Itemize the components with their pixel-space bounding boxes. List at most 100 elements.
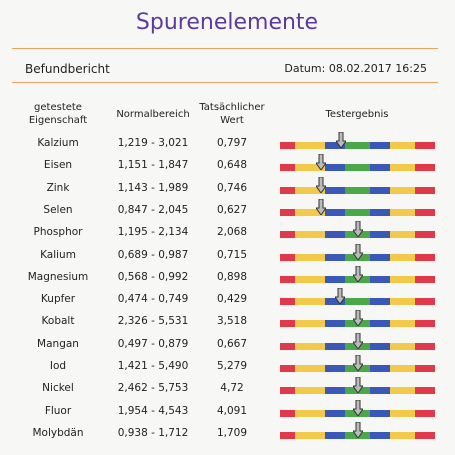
- bar-segment: [295, 275, 325, 283]
- bar-segment: [370, 253, 390, 261]
- bar-segment: [390, 409, 415, 417]
- column-header: getestete: [34, 102, 82, 113]
- table-cell: 0,898: [216, 270, 248, 283]
- table-cell: Nickel: [42, 382, 74, 395]
- bar-segment: [325, 365, 345, 372]
- table-cell: 3,518: [216, 315, 248, 328]
- bar-segment: [325, 208, 345, 216]
- result-bar: [280, 208, 435, 216]
- result-arrow: [315, 198, 327, 216]
- result-bar: [280, 164, 435, 172]
- bar-segment: [280, 431, 295, 439]
- bar-segment: [415, 253, 435, 261]
- bar-segment: [415, 365, 435, 372]
- column-header: Testergebnis: [325, 109, 389, 120]
- bar-segment: [280, 208, 295, 216]
- result-arrow: [352, 421, 364, 439]
- bar-segment: [295, 409, 325, 417]
- bar-segment: [345, 142, 370, 149]
- table-cell: 0,667: [216, 337, 248, 350]
- bar-segment: [345, 298, 370, 306]
- bar-segment: [280, 253, 295, 261]
- arrow-icon: [315, 153, 327, 172]
- bar-segment: [295, 142, 325, 149]
- arrow-icon: [352, 265, 364, 283]
- result-bar: [280, 186, 435, 194]
- result-bar: [280, 298, 435, 306]
- result-arrow: [352, 399, 364, 417]
- arrow-icon: [334, 287, 346, 305]
- bar-segment: [370, 431, 390, 439]
- table-cell: 0,746: [216, 181, 248, 194]
- table-cell: 0,429: [216, 293, 248, 306]
- result-arrow: [315, 153, 327, 172]
- table-cell: Phosphor: [33, 226, 83, 239]
- bar-segment: [370, 320, 390, 328]
- bar-segment: [345, 164, 370, 172]
- bar-segment: [390, 365, 415, 372]
- column-header: Normalbereich: [116, 109, 190, 120]
- bar-segment: [295, 342, 325, 350]
- bar-segment: [370, 298, 390, 306]
- column-header: Tatsächlicher: [199, 102, 265, 113]
- column-header: Eigenschaft: [28, 115, 88, 126]
- bar-segment: [390, 275, 415, 283]
- table-cell: Fluor: [44, 404, 72, 417]
- bar-segment: [280, 164, 295, 172]
- table-cell: 1,195 - 2,134: [117, 226, 189, 239]
- bar-segment: [325, 186, 345, 194]
- table-cell: 4,72: [220, 382, 244, 395]
- bar-segment: [325, 320, 345, 328]
- bar-segment: [415, 320, 435, 328]
- table-cell: Kalzium: [37, 137, 79, 149]
- subtitle: Befundbericht: [25, 62, 110, 76]
- table-cell: 5,279: [216, 360, 248, 372]
- result-arrow: [352, 265, 364, 283]
- bar-segment: [325, 409, 345, 417]
- bar-segment: [325, 253, 345, 261]
- arrow-icon: [352, 220, 364, 239]
- bar-segment: [370, 387, 390, 395]
- table-cell: 0,847 - 2,045: [117, 203, 189, 216]
- bar-segment: [390, 231, 415, 239]
- table-cell: 4,091: [216, 404, 248, 417]
- bar-segment: [370, 365, 390, 372]
- table-cell: Zink: [46, 181, 70, 194]
- result-arrow: [335, 131, 347, 149]
- bar-segment: [295, 208, 325, 216]
- date: Datum: 08.02.2017 16:25: [284, 62, 427, 75]
- bar-segment: [280, 365, 295, 372]
- result-arrow: [352, 354, 364, 372]
- table-cell: 2,326 - 5,531: [117, 315, 189, 328]
- table-cell: 0,938 - 1,712: [117, 426, 189, 439]
- bar-segment: [325, 275, 345, 283]
- bar-segment: [295, 365, 325, 372]
- table-cell: 0,689 - 0,987: [117, 248, 189, 261]
- bar-segment: [280, 409, 295, 417]
- table-cell: Magnesium: [27, 270, 89, 283]
- bar-segment: [390, 298, 415, 306]
- bar-segment: [390, 320, 415, 328]
- bar-segment: [390, 342, 415, 350]
- bar-segment: [325, 298, 345, 306]
- table-cell: 0,715: [216, 248, 248, 261]
- bar-segment: [295, 231, 325, 239]
- bar-segment: [280, 231, 295, 239]
- arrow-icon: [352, 243, 364, 261]
- bar-segment: [325, 142, 345, 149]
- result-bar: [280, 142, 435, 149]
- table-cell: 1,143 - 1,989: [117, 181, 189, 194]
- table-cell: Molybdän: [32, 426, 84, 439]
- bar-segment: [325, 387, 345, 395]
- arrow-icon: [352, 399, 364, 417]
- bar-segment: [390, 253, 415, 261]
- result-arrow: [352, 220, 364, 239]
- table-cell: 1,709: [216, 426, 248, 439]
- bar-segment: [295, 387, 325, 395]
- result-arrow: [352, 243, 364, 261]
- table-cell: Kalium: [40, 248, 76, 261]
- bar-segment: [370, 275, 390, 283]
- bar-segment: [370, 186, 390, 194]
- arrow-icon: [335, 131, 347, 149]
